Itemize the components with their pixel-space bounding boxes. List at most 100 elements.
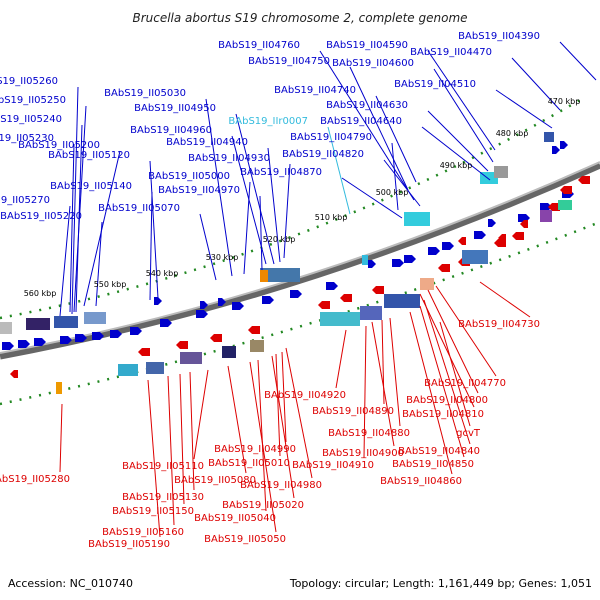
leader-line [189, 371, 195, 491]
gene-label[interactable]: BAbS19_II04950 [134, 103, 216, 114]
gene-label[interactable]: BAbS19_II05050 [204, 534, 286, 545]
leader-line [363, 325, 367, 459]
leader-line [319, 50, 415, 201]
gene-label[interactable]: BAbS19_II04940 [166, 137, 248, 148]
leader-line [419, 293, 475, 408]
gene-label[interactable]: BAbS19_II05110 [122, 461, 204, 472]
gene-label[interactable]: BAbS19_II04750 [248, 56, 330, 67]
reverse-gene-arrow [548, 203, 560, 211]
gene-label[interactable]: BAbS19_II05280 [0, 474, 70, 485]
gene-label[interactable]: BAbS19_II04510 [394, 79, 476, 90]
gene-label[interactable]: BAbS19_II04880 [328, 428, 410, 439]
forward-gene-arrow [92, 332, 104, 340]
gene-label[interactable]: BAbS19_II05240 [0, 114, 62, 125]
reverse-gene-arrow [10, 370, 18, 378]
gene-label[interactable]: BAbS19_II04920 [264, 390, 346, 401]
gene-label[interactable]: BAbS19_II05230 [0, 133, 54, 144]
forward-gene-arrow [34, 338, 46, 346]
tick-label: 560 kbp [24, 289, 57, 298]
forward-gene-arrow [110, 330, 122, 338]
leader-line [193, 369, 209, 460]
tick-label: 480 kbp [496, 129, 529, 138]
gene-label[interactable]: BAbS19_II04840 [398, 446, 480, 457]
gene-label[interactable]: BAbS19_II04730 [458, 319, 540, 330]
gene-label[interactable]: BAbS19_II04390 [458, 31, 540, 42]
leader-line [511, 57, 561, 111]
gene-label[interactable]: BAbS19_II04930 [188, 153, 270, 164]
gene-label[interactable]: BAbS19_II05020 [222, 500, 304, 511]
gene-label[interactable]: BAbS19_II04470 [410, 47, 492, 58]
reverse-gene-arrow [512, 232, 524, 240]
leader-line [327, 126, 351, 215]
leader-line [283, 163, 291, 259]
gene-label[interactable]: BAbS19_II05270 [0, 195, 50, 206]
leader-line [149, 160, 159, 299]
leader-line [167, 375, 175, 526]
gene-label[interactable]: BAbS19_II04740 [274, 85, 356, 96]
gene-label[interactable]: BAbS19_II05130 [122, 492, 204, 503]
gene-label[interactable]: BAbS19_II04640 [320, 116, 402, 127]
gene-label[interactable]: gcvT [456, 428, 481, 439]
reverse-gene-arrow [138, 348, 150, 356]
gene-label[interactable]: BAbS19_II04860 [380, 476, 462, 487]
gene-label[interactable]: BAbS19_II05000 [148, 171, 230, 182]
gene-label[interactable]: BAbS19_II05160 [102, 527, 184, 538]
forward-gene-arrow [160, 319, 172, 327]
gene-cluster-box [494, 166, 508, 178]
gene-label[interactable]: BAbS19_IIr0007 [228, 116, 308, 127]
gene-label[interactable]: BAbS19_II05250 [0, 95, 66, 106]
leader-line [271, 355, 295, 499]
leader-line [421, 126, 491, 181]
tick-label: 530 kbp [206, 253, 239, 262]
gene-labels: BAbS19_II04390BAbS19_II04470BAbS19_II045… [0, 31, 540, 550]
gene-cluster-box [222, 346, 236, 358]
leader-line [259, 195, 263, 271]
leader-line [479, 281, 531, 318]
gene-label[interactable]: BAbS19_II05190 [88, 539, 170, 550]
gene-label[interactable]: BAbS19_II04900 [322, 448, 404, 459]
gene-label[interactable]: BAbS19_II04890 [312, 406, 394, 417]
gene-label[interactable]: BAbS19_II04960 [130, 125, 212, 136]
gene-label[interactable]: BAbS19_II05030 [104, 88, 186, 99]
tick-label: 500 kbp [376, 188, 409, 197]
gene-label[interactable]: BAbS19_II04600 [332, 58, 414, 69]
gene-label[interactable]: BAbS19_II05070 [98, 203, 180, 214]
gene-label[interactable]: BAbS19_II04970 [158, 185, 240, 196]
gene-label[interactable]: BAbS19_II04870 [240, 167, 322, 178]
gene-label[interactable]: BAbS19_II04770 [424, 378, 506, 389]
gene-label[interactable]: BAbS19_II05220 [0, 211, 82, 222]
leader-line [59, 403, 63, 473]
gene-label[interactable]: BAbS19_II04810 [402, 409, 484, 420]
leader-line [383, 159, 421, 207]
gene-label[interactable]: BAbS19_II05200 [18, 140, 100, 151]
gene-label[interactable]: BAbS19_II04800 [406, 395, 488, 406]
gene-label[interactable]: BAbS19_II05120 [48, 150, 130, 161]
gene-label[interactable]: BAbS19_II05150 [112, 506, 194, 517]
gene-label[interactable]: BAbS19_II04820 [282, 149, 364, 160]
gene-label[interactable]: BAbS19_II04850 [392, 459, 474, 470]
gene-label[interactable]: BAbS19_II04630 [326, 100, 408, 111]
gene-label[interactable]: BAbS19_II05010 [208, 458, 290, 469]
gene-label[interactable]: BAbS19_II04790 [290, 132, 372, 143]
leader-line [335, 329, 347, 389]
reverse-gene-arrow [520, 220, 528, 228]
leader-line [433, 68, 494, 163]
leader-line [435, 285, 497, 377]
gene-label[interactable]: BAbS19_II04910 [292, 460, 374, 471]
leader-line [257, 359, 267, 512]
gene-cluster-box [250, 340, 264, 352]
reverse-gene-arrow [318, 301, 330, 309]
gene-label[interactable]: BAbS19_II05140 [50, 181, 132, 192]
gene-label[interactable]: BAbS19_II04590 [326, 40, 408, 51]
gene-label[interactable]: BAbS19_II05080 [174, 475, 256, 486]
leader-line [275, 353, 281, 457]
gene-label[interactable]: BAbS19_II05040 [194, 513, 276, 524]
gene-label[interactable]: BAbS19_II04760 [218, 40, 300, 51]
leader-line [71, 86, 79, 315]
leader-line [281, 351, 287, 443]
gene-label[interactable]: BAbS19_II04990 [214, 444, 296, 455]
gene-label[interactable]: BAbS19_II05260 [0, 76, 58, 87]
gene-label[interactable]: BAbS19_II04980 [240, 480, 322, 491]
forward-gene-arrow [326, 282, 338, 290]
leader-line [427, 50, 496, 151]
